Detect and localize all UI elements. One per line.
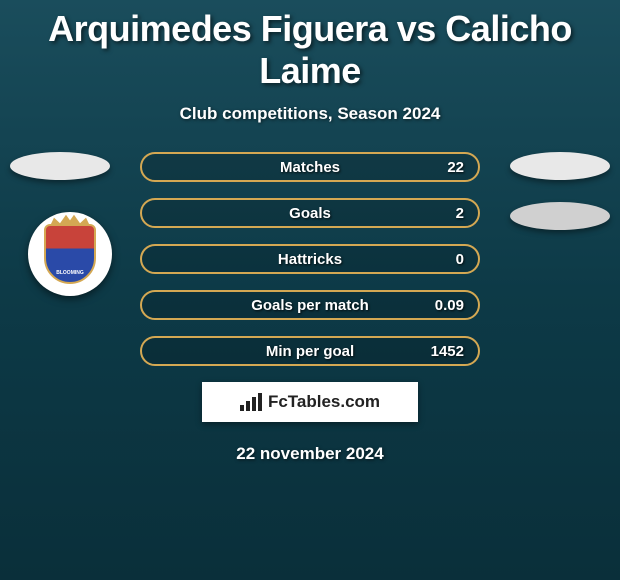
stat-row: Hattricks 0 <box>140 244 480 274</box>
content-area: BLOOMING Matches 22 Goals 2 Hattricks 0 … <box>0 152 620 464</box>
site-name: FcTables.com <box>268 392 380 412</box>
stat-value: 0 <box>456 251 464 268</box>
stat-value: 22 <box>447 159 464 176</box>
stat-value: 0.09 <box>435 297 464 314</box>
site-badge: FcTables.com <box>202 382 418 422</box>
subtitle: Club competitions, Season 2024 <box>0 104 620 124</box>
stat-row: Min per goal 1452 <box>140 336 480 366</box>
stat-label: Hattricks <box>278 251 342 268</box>
stat-value: 1452 <box>431 343 464 360</box>
stat-label: Goals per match <box>251 297 369 314</box>
crest-shield-icon: BLOOMING <box>44 224 96 284</box>
stat-row: Goals per match 0.09 <box>140 290 480 320</box>
bar-chart-icon <box>240 393 262 411</box>
crest-crown-icon <box>50 212 90 226</box>
stat-label: Min per goal <box>266 343 354 360</box>
stat-value: 2 <box>456 205 464 222</box>
stats-bars: Matches 22 Goals 2 Hattricks 0 Goals per… <box>140 152 480 366</box>
page-title: Arquimedes Figuera vs Calicho Laime <box>0 0 620 92</box>
stat-label: Goals <box>289 205 331 222</box>
club-crest: BLOOMING <box>28 212 112 296</box>
player-right-oval-2 <box>510 202 610 230</box>
stat-row: Goals 2 <box>140 198 480 228</box>
crest-label: BLOOMING <box>46 270 94 276</box>
date-label: 22 november 2024 <box>0 444 620 464</box>
player-left-oval <box>10 152 110 180</box>
stat-label: Matches <box>280 159 340 176</box>
player-right-oval-1 <box>510 152 610 180</box>
stat-row: Matches 22 <box>140 152 480 182</box>
